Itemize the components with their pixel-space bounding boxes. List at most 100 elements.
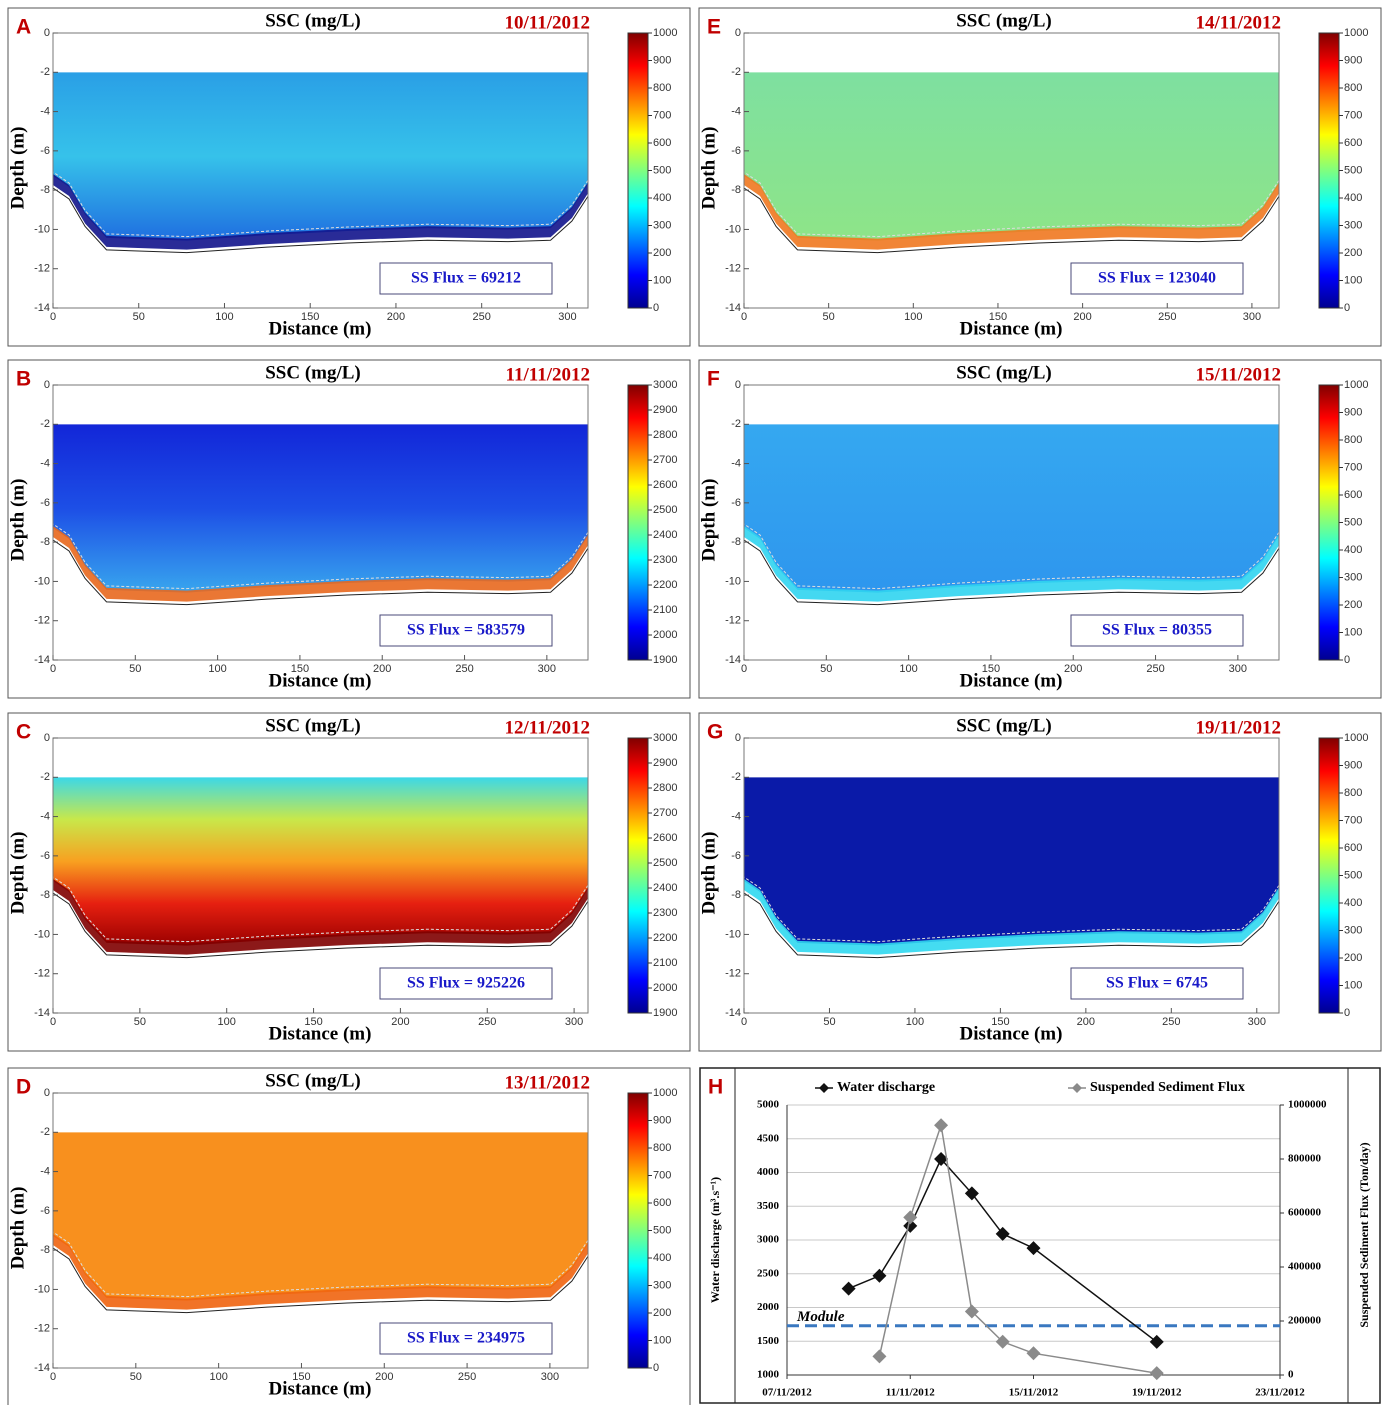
y-tick-label: -2: [40, 66, 50, 78]
chart-title: SSC (mg/L): [265, 10, 361, 31]
reference-label: Module: [796, 1309, 845, 1325]
annotation: SS Flux = 69212: [411, 270, 521, 287]
y-tick-label: -8: [40, 184, 50, 196]
plot-frame: [52, 32, 589, 309]
colorbar: [1318, 32, 1340, 309]
data-point: [903, 1218, 918, 1233]
colorbar-tick-label: 2700: [653, 454, 677, 466]
colorbar-tick-label: 1000: [653, 27, 677, 39]
colorbar-tick-label: 800: [653, 82, 671, 94]
ssc-field: [744, 424, 1279, 593]
y-tick-label: -6: [731, 145, 741, 157]
x-tick-label: 200: [391, 1016, 409, 1028]
colorbar-tick-label: 1000: [1344, 27, 1368, 39]
x-tick-label: 200: [387, 311, 405, 323]
legend-marker: [1072, 1083, 1082, 1093]
data-point: [903, 1210, 918, 1225]
colorbar-tick-label: 100: [1344, 274, 1362, 286]
x-tick-label: 19/11/2012: [1132, 1387, 1182, 1399]
x-tick-label: 100: [208, 663, 226, 675]
y-tick-label: 5000: [757, 1099, 780, 1111]
colorbar-tick-label: 0: [653, 1362, 659, 1374]
y-tick-label: 4000: [757, 1166, 780, 1178]
chart-title: SSC (mg/L): [956, 715, 1052, 736]
y-tick-label: -10: [725, 928, 741, 940]
x-tick-label: 300: [565, 1016, 583, 1028]
x-tick-label: 11/11/2012: [886, 1387, 935, 1399]
colorbar-tick-label: 3000: [653, 732, 677, 744]
panel-letter: C: [16, 721, 31, 744]
colorbar-tick-label: 2600: [653, 479, 677, 491]
y-tick-label: -10: [34, 575, 50, 587]
y2-tick-label: 0: [1288, 1369, 1294, 1381]
y-tick-label: -4: [40, 457, 50, 469]
plot-frame: [52, 384, 589, 661]
y-tick-label: 2000: [757, 1301, 780, 1313]
colorbar-tick-label: 100: [1344, 626, 1362, 638]
x-axis-label: Distance (m): [960, 318, 1063, 339]
legend-marker: [819, 1083, 829, 1093]
annotation-box: [379, 967, 553, 1000]
y-tick-label: -10: [725, 575, 741, 587]
x-tick-label: 250: [458, 1371, 476, 1383]
x-tick-label: 250: [455, 663, 473, 675]
colorbar-tick-label: 1000: [1344, 732, 1368, 744]
colorbar-tick-label: 600: [653, 1197, 671, 1209]
y-tick-label: -8: [40, 536, 50, 548]
colorbar: [627, 384, 649, 661]
y-tick-label: -10: [34, 1283, 50, 1295]
colorbar-tick-label: 800: [653, 1142, 671, 1154]
data-point: [995, 1334, 1010, 1349]
y-tick-label: 0: [44, 1087, 50, 1099]
y-axis-label: Depth (m): [698, 479, 719, 562]
x-tick-label: 150: [989, 311, 1007, 323]
colorbar-tick-label: 500: [1344, 516, 1362, 528]
ssc-field: [53, 777, 588, 946]
x-axis-label: Distance (m): [960, 670, 1063, 691]
x-tick-label: 50: [134, 1016, 146, 1028]
x-tick-label: 200: [375, 1371, 393, 1383]
y-axis-label: Depth (m): [7, 1187, 28, 1270]
bed-profile-dashed: [52, 1231, 589, 1298]
x-tick-label: 0: [50, 311, 56, 323]
colorbar-tick-label: 300: [1344, 219, 1362, 231]
x-tick-label: 300: [541, 1371, 559, 1383]
x-tick-label: 250: [478, 1016, 496, 1028]
x-tick-label: 0: [50, 663, 56, 675]
y-tick-label: -10: [725, 223, 741, 235]
panel-letter: B: [16, 368, 31, 391]
y-tick-label: -4: [40, 1165, 50, 1177]
x-tick-label: 0: [741, 311, 747, 323]
x-tick-label: 300: [558, 311, 576, 323]
y-tick-label: -6: [40, 497, 50, 509]
x-tick-label: 300: [1243, 311, 1261, 323]
colorbar-tick-label: 100: [1344, 979, 1362, 991]
colorbar: [1318, 737, 1340, 1014]
y-tick-label: -14: [34, 654, 50, 666]
x-tick-label: 150: [304, 1016, 322, 1028]
colorbar-tick-label: 800: [1344, 787, 1362, 799]
colorbar-tick-label: 700: [1344, 814, 1362, 826]
y-tick-label: -10: [34, 223, 50, 235]
x-tick-label: 50: [133, 311, 145, 323]
y-tick-label: -8: [40, 889, 50, 901]
x-tick-label: 200: [1064, 663, 1082, 675]
x-tick-label: 300: [1229, 663, 1247, 675]
plot-frame: [743, 737, 1280, 1014]
x-tick-label: 50: [823, 1016, 835, 1028]
panel-frame: [7, 7, 691, 347]
plot-frame: [52, 737, 589, 1014]
colorbar-tick-label: 2400: [653, 882, 677, 894]
bed-profile-dashed: [52, 523, 589, 590]
colorbar-tick-label: 400: [653, 192, 671, 204]
y2-tick-label: 200000: [1288, 1315, 1322, 1327]
colorbar-tick-label: 600: [1344, 137, 1362, 149]
colorbar-tick-label: 2300: [653, 554, 677, 566]
colorbar-tick-label: 2600: [653, 832, 677, 844]
x-tick-label: 250: [473, 311, 491, 323]
x-tick-label: 50: [129, 663, 141, 675]
x-tick-label: 15/11/2012: [1009, 1387, 1059, 1399]
y-tick-label: -2: [40, 1126, 50, 1138]
panel-letter: F: [707, 368, 720, 391]
panel-frame: [7, 1067, 691, 1405]
